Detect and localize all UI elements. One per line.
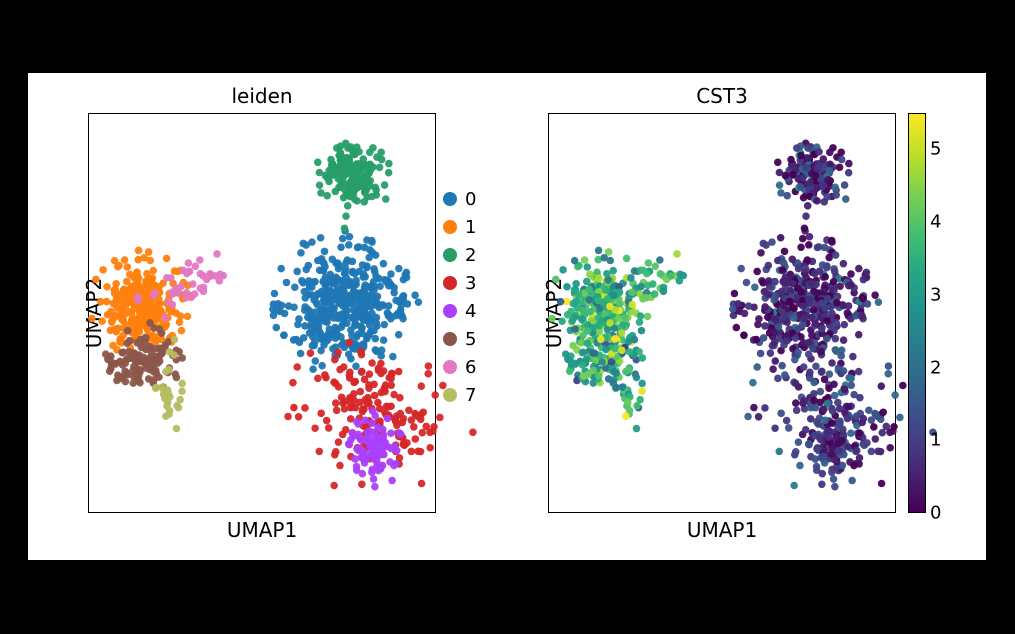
- legend-item: 7: [443, 381, 476, 409]
- panel-leiden-xlabel: UMAP1: [89, 518, 435, 542]
- colorbar: 012345: [908, 113, 966, 513]
- legend-label: 2: [465, 245, 476, 266]
- scatter-leiden: [89, 114, 435, 512]
- legend-swatch: [443, 360, 457, 374]
- colorbar-tick: 5: [930, 139, 941, 160]
- legend-item: 6: [443, 353, 476, 381]
- legend-label: 7: [465, 385, 476, 406]
- legend-label: 4: [465, 301, 476, 322]
- colorbar-tick: 1: [930, 430, 941, 451]
- scatter-cst3: [549, 114, 895, 512]
- legend-label: 3: [465, 273, 476, 294]
- legend-swatch: [443, 332, 457, 346]
- legend-swatch: [443, 248, 457, 262]
- figure: leiden UMAP1 UMAP2 0 1 2 3 4 5 6 7 CST3 UMAP1 U…: [28, 73, 986, 560]
- legend-item: 2: [443, 241, 476, 269]
- colorbar-tick: 0: [930, 503, 941, 524]
- panel-leiden-title: leiden: [89, 84, 435, 108]
- colorbar-tick: 3: [930, 284, 941, 305]
- colorbar-tick: 4: [930, 212, 941, 233]
- legend-leiden: 0 1 2 3 4 5 6 7: [443, 185, 476, 409]
- legend-label: 0: [465, 189, 476, 210]
- colorbar-gradient: [908, 113, 926, 513]
- legend-swatch: [443, 388, 457, 402]
- legend-item: 0: [443, 185, 476, 213]
- panel-cst3-title: CST3: [549, 84, 895, 108]
- legend-swatch: [443, 304, 457, 318]
- legend-item: 4: [443, 297, 476, 325]
- legend-label: 5: [465, 329, 476, 350]
- panel-leiden: leiden UMAP1 UMAP2: [88, 113, 436, 513]
- panel-cst3-xlabel: UMAP1: [549, 518, 895, 542]
- colorbar-tick: 2: [930, 357, 941, 378]
- legend-item: 1: [443, 213, 476, 241]
- legend-swatch: [443, 192, 457, 206]
- legend-swatch: [443, 276, 457, 290]
- legend-item: 3: [443, 269, 476, 297]
- legend-label: 1: [465, 217, 476, 238]
- panel-cst3: CST3 UMAP1 UMAP2: [548, 113, 896, 513]
- colorbar-ticks: 012345: [930, 113, 960, 513]
- legend-item: 5: [443, 325, 476, 353]
- legend-swatch: [443, 220, 457, 234]
- legend-label: 6: [465, 357, 476, 378]
